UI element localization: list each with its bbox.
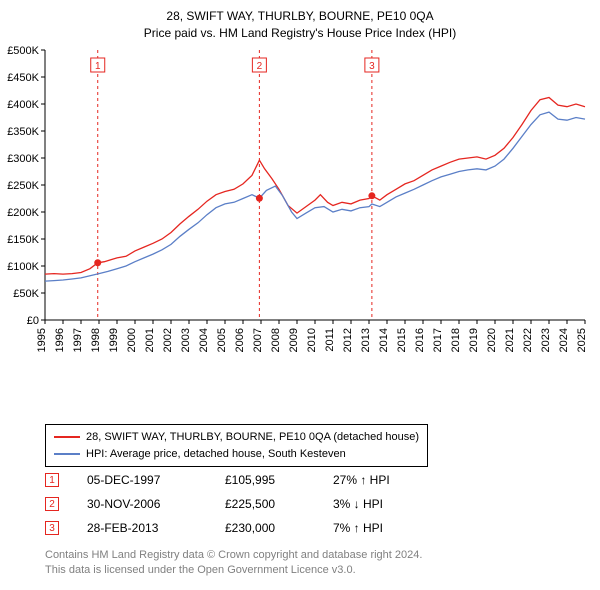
- title-block: 28, SWIFT WAY, THURLBY, BOURNE, PE10 0QA…: [0, 0, 600, 42]
- marker-date: 30-NOV-2006: [87, 497, 197, 511]
- marker-hpi: 7% ↑ HPI: [333, 521, 433, 535]
- svg-text:2011: 2011: [324, 328, 336, 352]
- svg-text:2001: 2001: [144, 328, 156, 352]
- svg-text:2020: 2020: [486, 328, 498, 352]
- svg-text:£500K: £500K: [7, 45, 39, 57]
- svg-text:2002: 2002: [162, 328, 174, 352]
- svg-text:1999: 1999: [108, 328, 120, 352]
- svg-text:3: 3: [369, 61, 375, 72]
- footer-line-2: This data is licensed under the Open Gov…: [45, 563, 422, 578]
- svg-text:2007: 2007: [252, 328, 264, 352]
- marker-price: £225,500: [225, 497, 305, 511]
- svg-text:2018: 2018: [450, 328, 462, 352]
- marker-row: 3 28-FEB-2013 £230,000 7% ↑ HPI: [45, 516, 433, 540]
- svg-text:2013: 2013: [360, 328, 372, 352]
- legend-swatch: [54, 436, 80, 438]
- footer-line-1: Contains HM Land Registry data © Crown c…: [45, 548, 422, 563]
- svg-text:£0: £0: [27, 315, 39, 327]
- marker-price: £230,000: [225, 521, 305, 535]
- chart-area: £0£50K£100K£150K£200K£250K£300K£350K£400…: [45, 50, 585, 370]
- marker-hpi: 3% ↓ HPI: [333, 497, 433, 511]
- svg-text:2019: 2019: [468, 328, 480, 352]
- svg-text:2012: 2012: [342, 328, 354, 352]
- svg-text:1998: 1998: [90, 328, 102, 352]
- marker-badge: 2: [45, 497, 59, 511]
- page-root: 28, SWIFT WAY, THURLBY, BOURNE, PE10 0QA…: [0, 0, 600, 590]
- svg-text:£150K: £150K: [7, 234, 39, 246]
- legend-label: 28, SWIFT WAY, THURLBY, BOURNE, PE10 0QA…: [86, 429, 419, 446]
- svg-text:2010: 2010: [306, 328, 318, 352]
- svg-text:£300K: £300K: [7, 153, 39, 165]
- svg-text:2014: 2014: [378, 328, 390, 352]
- svg-text:£50K: £50K: [13, 288, 39, 300]
- svg-text:2005: 2005: [216, 328, 228, 352]
- svg-text:2006: 2006: [234, 328, 246, 352]
- svg-text:2009: 2009: [288, 328, 300, 352]
- svg-text:£350K: £350K: [7, 126, 39, 138]
- svg-text:2: 2: [257, 61, 263, 72]
- svg-text:2008: 2008: [270, 328, 282, 352]
- svg-text:2015: 2015: [396, 328, 408, 352]
- svg-text:2004: 2004: [198, 328, 210, 352]
- svg-text:2022: 2022: [522, 328, 534, 352]
- title-line-1: 28, SWIFT WAY, THURLBY, BOURNE, PE10 0QA: [0, 8, 600, 25]
- chart-svg: £0£50K£100K£150K£200K£250K£300K£350K£400…: [45, 50, 585, 370]
- svg-text:2000: 2000: [126, 328, 138, 352]
- svg-text:2023: 2023: [540, 328, 552, 352]
- svg-text:£250K: £250K: [7, 180, 39, 192]
- svg-text:£100K: £100K: [7, 261, 39, 273]
- marker-date: 28-FEB-2013: [87, 521, 197, 535]
- svg-text:£200K: £200K: [7, 207, 39, 219]
- marker-badge: 3: [45, 521, 59, 535]
- marker-price: £105,995: [225, 473, 305, 487]
- svg-text:2025: 2025: [576, 328, 588, 352]
- svg-text:1: 1: [95, 61, 101, 72]
- footer-note: Contains HM Land Registry data © Crown c…: [45, 548, 422, 578]
- svg-text:£400K: £400K: [7, 99, 39, 111]
- legend-swatch: [54, 453, 80, 455]
- svg-text:1996: 1996: [54, 328, 66, 352]
- svg-text:£450K: £450K: [7, 72, 39, 84]
- marker-table: 1 05-DEC-1997 £105,995 27% ↑ HPI 2 30-NOV-200…: [45, 468, 433, 540]
- marker-row: 1 05-DEC-1997 £105,995 27% ↑ HPI: [45, 468, 433, 492]
- svg-text:2016: 2016: [414, 328, 426, 352]
- legend-label: HPI: Average price, detached house, Sout…: [86, 446, 346, 463]
- marker-row: 2 30-NOV-2006 £225,500 3% ↓ HPI: [45, 492, 433, 516]
- svg-text:1997: 1997: [72, 328, 84, 352]
- svg-text:2024: 2024: [558, 328, 570, 352]
- svg-text:2003: 2003: [180, 328, 192, 352]
- marker-hpi: 27% ↑ HPI: [333, 473, 433, 487]
- svg-text:2017: 2017: [432, 328, 444, 352]
- marker-date: 05-DEC-1997: [87, 473, 197, 487]
- title-line-2: Price paid vs. HM Land Registry's House …: [0, 25, 600, 42]
- legend-row: HPI: Average price, detached house, Sout…: [54, 446, 419, 463]
- legend-box: 28, SWIFT WAY, THURLBY, BOURNE, PE10 0QA…: [45, 424, 428, 467]
- marker-badge: 1: [45, 473, 59, 487]
- legend-row: 28, SWIFT WAY, THURLBY, BOURNE, PE10 0QA…: [54, 429, 419, 446]
- svg-text:1995: 1995: [36, 328, 48, 352]
- svg-text:2021: 2021: [504, 328, 516, 352]
